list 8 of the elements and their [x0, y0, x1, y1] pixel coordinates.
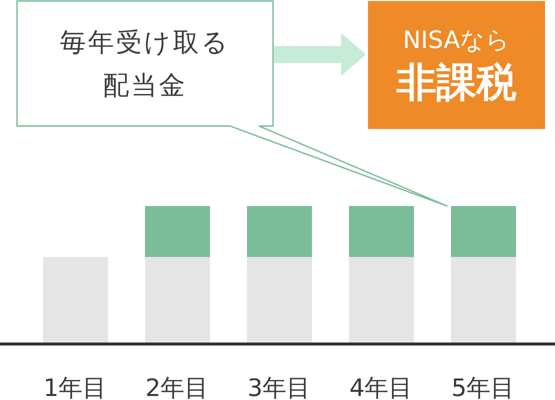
x-tick-label: 1年目: [43, 374, 107, 400]
x-tick-label: 5年目: [451, 374, 515, 400]
x-tick-label: 2年目: [145, 374, 209, 400]
text: 毎年受け取る配当金: [59, 27, 231, 103]
text: 非課税: [396, 60, 518, 106]
text: NISAなら: [402, 25, 512, 55]
x-tick-label: 3年目: [247, 374, 311, 400]
x-tick-label: 4年目: [349, 374, 413, 400]
